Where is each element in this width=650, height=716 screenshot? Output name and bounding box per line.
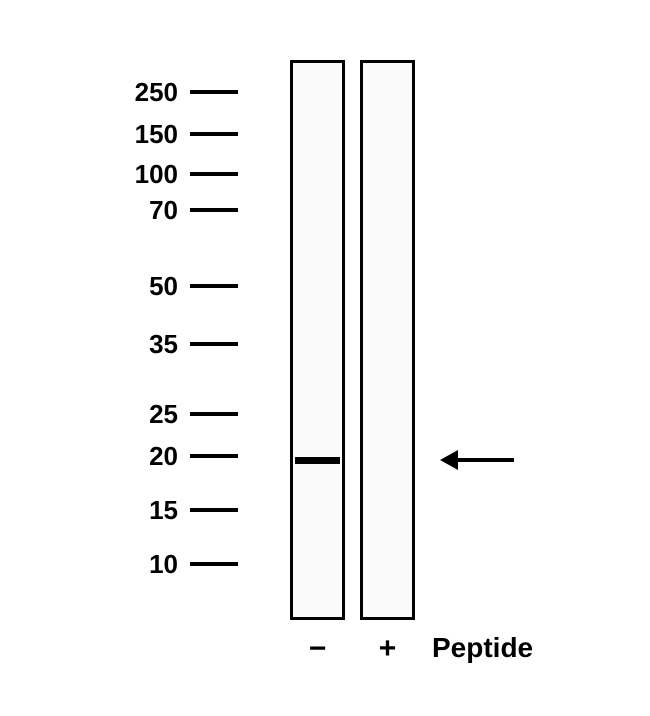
arrow-shaft <box>458 458 514 462</box>
marker-label: 10 <box>149 549 178 580</box>
marker-tick <box>190 208 238 212</box>
marker-tick <box>190 132 238 136</box>
marker-label: 50 <box>149 271 178 302</box>
blot-lane <box>360 60 415 620</box>
marker-label: 15 <box>149 495 178 526</box>
marker-tick <box>190 172 238 176</box>
lane-label: + <box>360 632 415 666</box>
marker-label: 150 <box>135 119 178 150</box>
marker-tick <box>190 342 238 346</box>
arrow-head-icon <box>440 450 458 470</box>
marker-label: 20 <box>149 441 178 472</box>
protein-band <box>295 457 340 464</box>
marker-label: 70 <box>149 195 178 226</box>
marker-label: 250 <box>135 77 178 108</box>
marker-label: 25 <box>149 399 178 430</box>
lane-label: − <box>290 632 345 666</box>
peptide-label: Peptide <box>432 632 533 664</box>
marker-tick <box>190 454 238 458</box>
marker-tick <box>190 508 238 512</box>
marker-tick <box>190 284 238 288</box>
marker-tick <box>190 412 238 416</box>
western-blot-figure: 250 150 100 70 50 35 25 20 15 10 −+ Peptide <box>0 0 650 716</box>
marker-label: 35 <box>149 329 178 360</box>
band-arrow <box>440 450 514 470</box>
marker-label: 100 <box>135 159 178 190</box>
marker-tick <box>190 90 238 94</box>
marker-tick <box>190 562 238 566</box>
blot-lane <box>290 60 345 620</box>
peptide-text: Peptide <box>432 632 533 663</box>
